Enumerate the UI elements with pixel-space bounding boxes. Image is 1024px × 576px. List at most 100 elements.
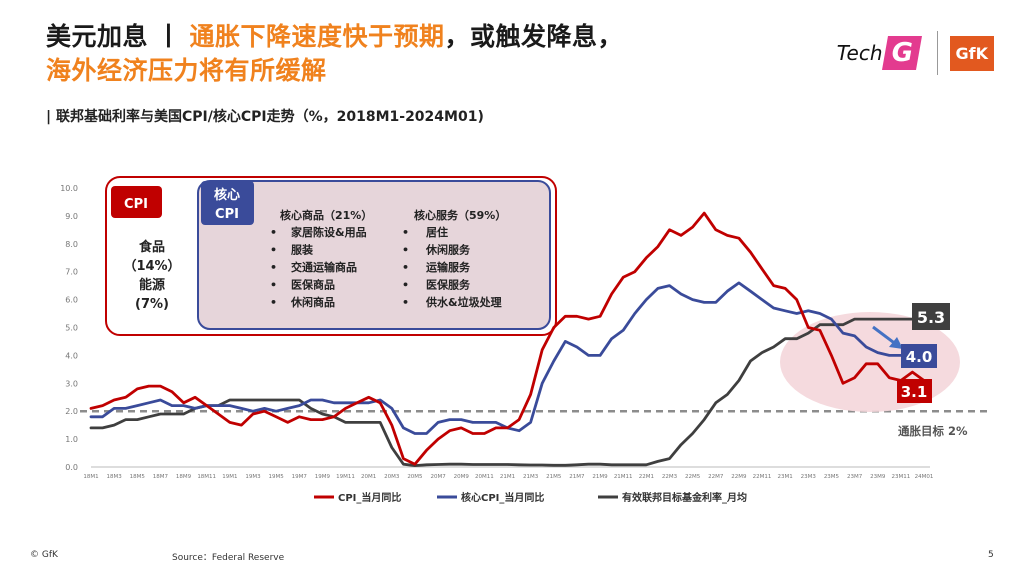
x-tick-label: 20M3 xyxy=(384,474,400,480)
page-title: 美元加息丨通胀下降速度快于预期，或触发降息， 海外经济压力将有所缓解 xyxy=(46,20,623,88)
cpi-component-label: 能源 xyxy=(139,277,165,293)
x-tick-label: 19M11 xyxy=(336,474,355,480)
series-line-cpi xyxy=(89,211,926,466)
end-label-box-fed xyxy=(912,303,950,330)
x-tick-label: 22M11 xyxy=(753,474,772,480)
y-tick-label: 7.0 xyxy=(65,268,78,277)
series-line-fed xyxy=(89,317,926,468)
y-tick-label: 4.0 xyxy=(65,351,78,360)
x-tick-label: 24M01 xyxy=(915,474,934,480)
y-tick-label: 5.0 xyxy=(65,324,78,333)
bullet-dot: • xyxy=(402,261,409,274)
core-cpi-tag xyxy=(201,181,254,225)
y-tick-label: 3.0 xyxy=(65,379,78,388)
logo-divider xyxy=(936,31,938,75)
cpi-component-label: （14%） xyxy=(123,258,180,274)
x-tick-label: 19M3 xyxy=(245,474,261,480)
gfk-logo: GfK xyxy=(949,35,994,71)
core-cpi-annotation-box xyxy=(197,180,551,330)
bullet-dot: • xyxy=(402,279,409,292)
x-tick-label: 19M5 xyxy=(268,474,284,480)
end-label-box-core xyxy=(901,344,937,368)
title-line-1: 美元加息丨通胀下降速度快于预期，或触发降息， xyxy=(46,20,623,54)
legend-label-core: 核心CPI_当月同比 xyxy=(461,491,544,504)
x-tick-label: 18M11 xyxy=(197,474,216,480)
cpi-tag-label: CPI xyxy=(124,197,148,212)
bullet-dot: • xyxy=(402,244,409,257)
footer-copyright: © GfK xyxy=(30,550,58,560)
core-goods-item: 交通运输商品 xyxy=(291,260,357,274)
footer-source: Source：Federal Reserve xyxy=(172,553,285,563)
y-tick-label: 10.0 xyxy=(60,184,78,193)
core-services-item: 休闲服务 xyxy=(425,243,471,257)
core-services-header: 核心服务（59%） xyxy=(414,208,506,222)
x-tick-label: 23M7 xyxy=(847,474,863,480)
bullet-dot: • xyxy=(270,226,277,239)
x-tick-label: 22M9 xyxy=(731,474,747,480)
page-number: 5 xyxy=(988,550,994,560)
bullet-dot: • xyxy=(402,296,409,309)
core-services-item: 运输服务 xyxy=(426,260,471,274)
brand-logo: Tech G GfK xyxy=(837,28,994,78)
core-cpi-tag-label-2: CPI xyxy=(215,207,239,222)
x-tick-label: 18M7 xyxy=(153,474,169,480)
cpi-component-label: (7%) xyxy=(135,297,169,312)
end-label-fed: 5.3 xyxy=(917,308,945,327)
x-tick-label: 22M5 xyxy=(685,474,701,480)
core-services-item: 居住 xyxy=(426,225,448,239)
x-tick-label: 23M11 xyxy=(891,474,910,480)
chart-subtitle: | 联邦基础利率与美国CPI/核心CPI走势（%，2018M1-2024M01) xyxy=(46,109,484,125)
x-tick-label: 21M9 xyxy=(592,474,608,480)
x-tick-label: 21M5 xyxy=(546,474,562,480)
x-tick-label: 19M1 xyxy=(222,474,237,480)
y-tick-label: 6.0 xyxy=(65,296,78,305)
x-tick-label: 20M5 xyxy=(407,474,423,480)
x-tick-label: 21M11 xyxy=(614,474,633,480)
bullet-dot: • xyxy=(270,244,277,257)
bullet-dot: • xyxy=(270,279,277,292)
legend-label-cpi: CPI_当月同比 xyxy=(338,491,401,504)
legend-label-fed: 有效联邦目标基金利率_月均 xyxy=(622,491,747,504)
arrow-head xyxy=(889,337,903,349)
bullet-dot: • xyxy=(402,226,409,239)
x-tick-label: 20M1 xyxy=(361,474,376,480)
title-prefix: 美元加息 xyxy=(46,22,149,51)
title-normal: ，或触发降息， xyxy=(444,22,624,51)
bullet-dot: • xyxy=(270,296,277,309)
x-tick-label: 22M1 xyxy=(639,474,654,480)
x-tick-label: 19M7 xyxy=(292,474,308,480)
core-goods-item: 医保商品 xyxy=(291,278,335,292)
x-tick-label: 18M5 xyxy=(130,474,146,480)
core-services-item: 供水&垃圾处理 xyxy=(425,295,502,309)
end-label-core: 4.0 xyxy=(906,348,933,366)
core-goods-item: 家居陈设&用品 xyxy=(291,225,367,239)
x-tick-label: 21M3 xyxy=(523,474,539,480)
bullet-dot: • xyxy=(270,261,277,274)
x-tick-label: 23M5 xyxy=(824,474,840,480)
target-line-label: 通胀目标 2% xyxy=(898,424,968,438)
core-goods-item: 休闲商品 xyxy=(290,295,335,309)
core-services-item: 医保服务 xyxy=(426,278,471,292)
end-label-cpi: 3.1 xyxy=(901,383,928,401)
x-tick-label: 21M7 xyxy=(569,474,585,480)
end-label-box-cpi xyxy=(897,379,932,403)
x-tick-label: 20M7 xyxy=(430,474,446,480)
y-tick-label: 1.0 xyxy=(65,435,78,444)
cpi-tag xyxy=(111,186,162,218)
y-tick-label: 2.0 xyxy=(65,407,78,416)
title-separator: 丨 xyxy=(156,22,182,51)
x-tick-label: 20M9 xyxy=(454,474,470,480)
x-tick-label: 23M9 xyxy=(870,474,886,480)
x-tick-label: 22M7 xyxy=(708,474,724,480)
x-tick-label: 19M9 xyxy=(315,474,331,480)
x-tick-label: 22M3 xyxy=(662,474,678,480)
core-cpi-tag-label-1: 核心 xyxy=(214,187,240,203)
x-tick-label: 23M3 xyxy=(801,474,817,480)
tech-logo-text: Tech xyxy=(836,41,883,65)
title-highlight-2: 海外经济压力将有所缓解 xyxy=(46,56,327,85)
x-tick-label: 21M1 xyxy=(500,474,515,480)
core-goods-item: 服装 xyxy=(291,243,313,257)
x-tick-label: 20M11 xyxy=(475,474,494,480)
core-goods-header: 核心商品（21%） xyxy=(280,208,372,222)
x-tick-label: 18M9 xyxy=(176,474,192,480)
